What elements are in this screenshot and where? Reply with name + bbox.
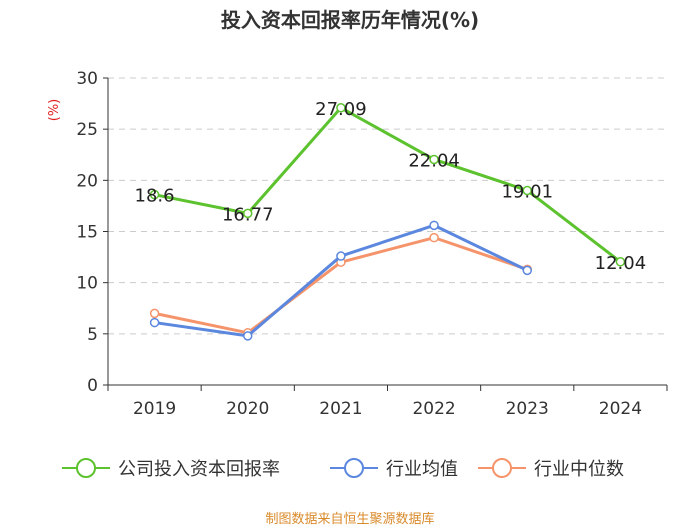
- data-point: [149, 317, 160, 328]
- y-tick-label: 15: [76, 223, 98, 243]
- data-point: [522, 265, 532, 276]
- data-labels: 18.6 16.77 27.09 22.04 19.01 12.04: [135, 99, 647, 274]
- legend-marker: [492, 458, 512, 478]
- data-label: 12.04: [595, 253, 647, 274]
- y-tick-label: 30: [76, 69, 98, 89]
- data-point: [429, 220, 439, 231]
- data-point: [149, 189, 160, 200]
- y-tick-label: 10: [76, 274, 98, 294]
- x-tick-label: 2024: [599, 399, 642, 419]
- y-tick-label: 25: [76, 120, 98, 140]
- data-point: [336, 251, 346, 261]
- x-tick-label: 2020: [226, 399, 269, 419]
- legend-label: 行业均值: [386, 459, 458, 480]
- axes: 0 5 10 15 20 25 30 2019 2020 2021 2022 2023 2024 (%): [47, 69, 668, 419]
- data-point: [243, 331, 253, 341]
- data-label: 27.09: [315, 99, 367, 120]
- x-tick-label: 2023: [506, 399, 549, 419]
- series-line: [154, 106, 622, 263]
- data-label: 22.04: [408, 150, 460, 171]
- data-point: [429, 232, 439, 243]
- data-point: [243, 208, 253, 219]
- x-tick-label: 2019: [133, 399, 176, 419]
- legend: 公司投入资本回报率 行业均值 行业中位数: [62, 458, 624, 480]
- data-label: 16.77: [222, 204, 274, 225]
- x-tick-label: 2022: [412, 399, 455, 419]
- data-point: [615, 257, 626, 267]
- series-lines: [149, 103, 626, 341]
- y-tick-label: 20: [76, 171, 98, 191]
- legend-label: 公司投入资本回报率: [118, 459, 280, 480]
- data-point: [149, 308, 160, 319]
- series-line: [154, 223, 528, 338]
- data-label: 18.6: [135, 186, 175, 207]
- y-tick-label: 0: [87, 376, 98, 396]
- data-point: [429, 154, 439, 165]
- legend-marker: [76, 458, 96, 478]
- y-tick-label: 5: [87, 325, 98, 345]
- data-point: [336, 103, 346, 113]
- legend-label: 行业中位数: [534, 459, 624, 480]
- legend-marker: [344, 458, 364, 478]
- x-tick-label: 2021: [319, 399, 362, 419]
- data-point: [522, 185, 532, 196]
- source-note: 制图数据来自恒生聚源数据库: [265, 512, 435, 527]
- data-label: 19.01: [501, 181, 553, 202]
- grid-lines: [108, 77, 667, 335]
- chart-title: 投入资本回报率历年情况(%): [220, 8, 480, 32]
- y-axis-unit: (%): [47, 99, 62, 122]
